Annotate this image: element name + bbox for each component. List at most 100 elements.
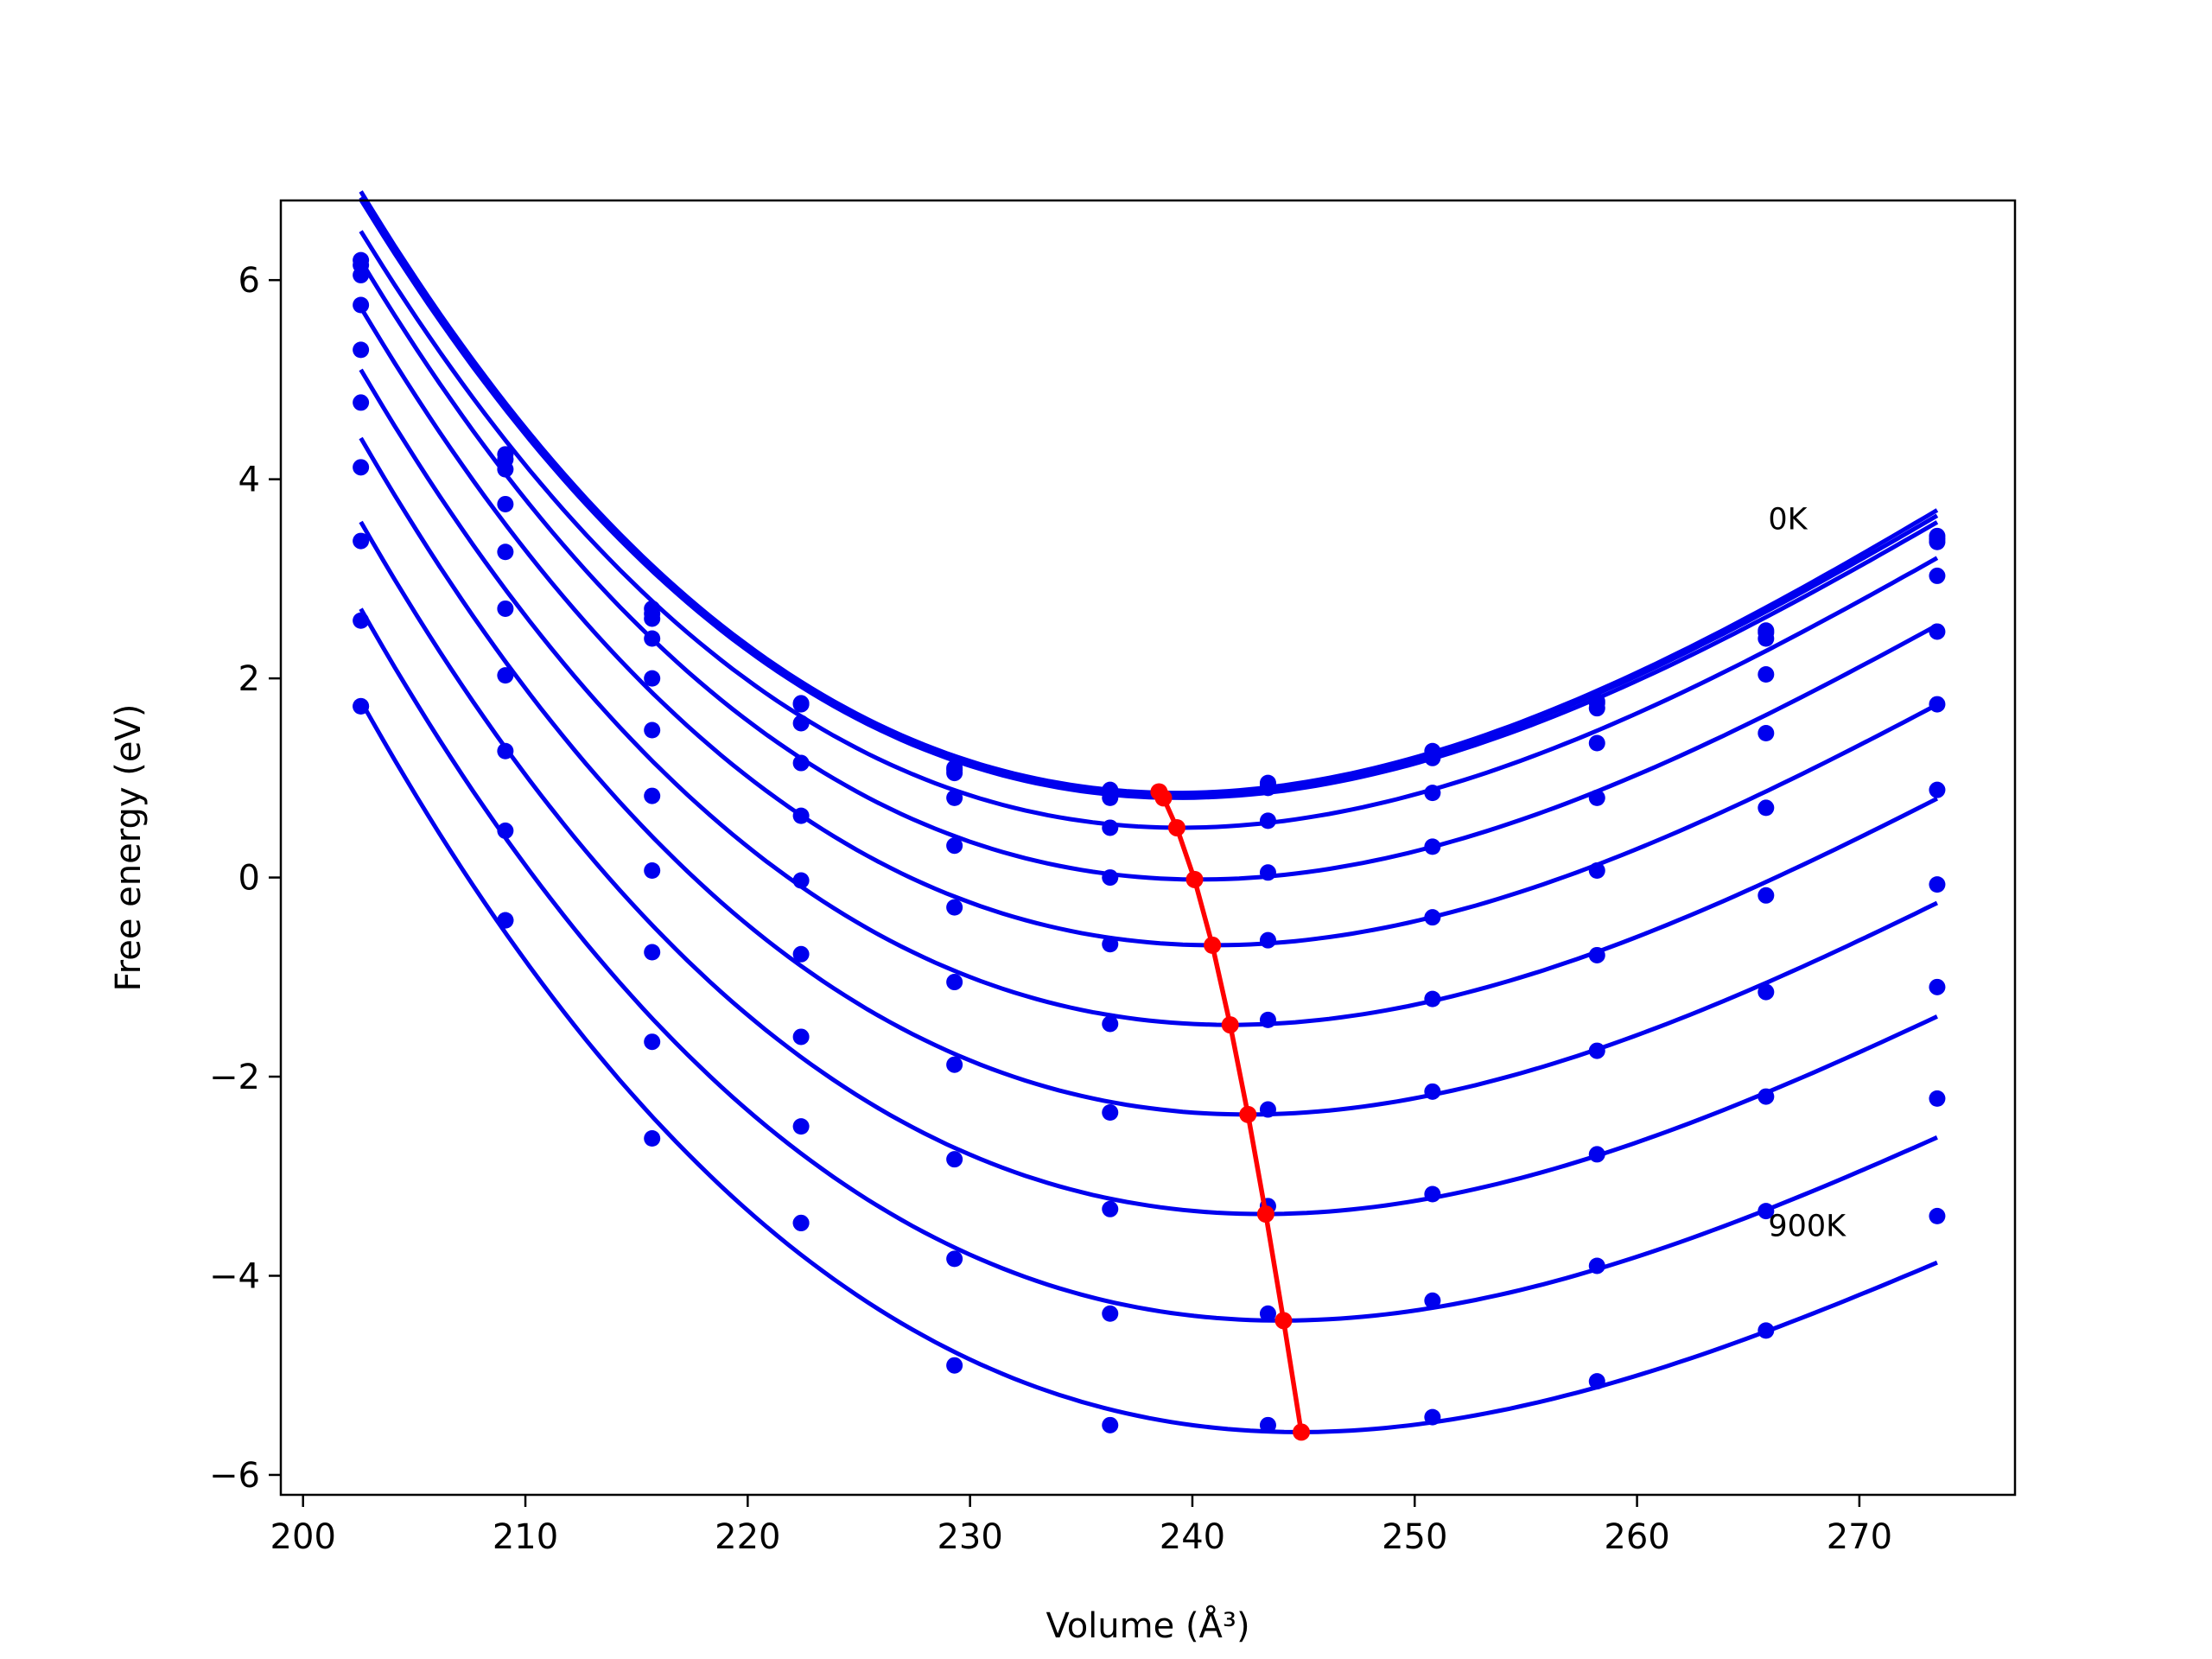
x-tick-label: 220	[715, 1517, 780, 1557]
data-point	[1102, 1416, 1119, 1433]
y-tick-label: 4	[238, 461, 260, 500]
minimum-point	[1204, 936, 1222, 954]
data-point	[1588, 1042, 1605, 1059]
data-point	[1424, 749, 1441, 766]
minima-layer	[1150, 783, 1311, 1441]
data-point	[946, 789, 963, 806]
data-point	[1102, 1305, 1119, 1322]
y-tick-label: −2	[209, 1058, 260, 1097]
data-point	[1102, 819, 1119, 836]
data-point	[1102, 936, 1119, 953]
x-tick-label: 270	[1827, 1517, 1892, 1557]
annotation-label: 900K	[1768, 1209, 1847, 1243]
x-tick-label: 250	[1382, 1517, 1447, 1557]
fit-curve	[359, 306, 1939, 948]
x-tick-label: 240	[1160, 1517, 1225, 1557]
data-point	[1588, 789, 1605, 806]
data-point	[353, 612, 370, 629]
data-point	[1758, 1322, 1775, 1339]
fit-curve	[359, 699, 1938, 1434]
fit-curve	[359, 198, 1939, 800]
data-point	[1102, 789, 1119, 806]
data-point	[1259, 864, 1276, 881]
data-point	[1588, 734, 1605, 752]
data-point	[353, 697, 370, 715]
data-point	[1929, 781, 1946, 798]
data-point	[946, 974, 963, 991]
data-point	[1929, 978, 1946, 995]
data-point	[1758, 983, 1775, 1001]
data-point	[1259, 779, 1276, 797]
data-point	[1424, 785, 1441, 802]
data-point	[1758, 724, 1775, 741]
data-point	[946, 765, 963, 782]
data-point	[1929, 1207, 1946, 1224]
data-point	[497, 543, 514, 561]
fit-curve	[359, 368, 1939, 1027]
minimum-point	[1185, 870, 1204, 888]
fit-curve	[359, 607, 1938, 1323]
data-point	[1424, 1083, 1441, 1100]
data-point	[1929, 533, 1946, 550]
minimum-point	[1293, 1423, 1311, 1441]
data-point	[946, 899, 963, 916]
data-point	[1102, 1104, 1119, 1122]
minimum-point	[1221, 1016, 1239, 1034]
data-point	[353, 394, 370, 411]
data-point	[644, 630, 661, 647]
data-point	[1758, 1088, 1775, 1105]
plot-frame	[279, 199, 2017, 1497]
data-point	[497, 667, 514, 684]
data-point	[792, 1028, 810, 1046]
y-axis-ticks: −6 −4 −2 0 2 4 6	[209, 261, 281, 1496]
y-tick-label: −4	[209, 1256, 260, 1296]
data-point	[353, 532, 370, 550]
y-tick-label: 6	[238, 261, 260, 301]
data-point	[792, 807, 810, 824]
data-point	[353, 341, 370, 359]
data-point	[1929, 876, 1946, 893]
data-point	[1424, 990, 1441, 1007]
minimum-point	[1256, 1205, 1274, 1224]
x-tick-label: 210	[493, 1517, 558, 1557]
data-point	[1259, 812, 1276, 830]
y-tick-label: −6	[209, 1456, 260, 1496]
data-point	[1259, 1416, 1276, 1433]
data-point	[1424, 1292, 1441, 1309]
data-point	[792, 696, 810, 713]
data-point	[497, 912, 514, 929]
data-point	[946, 1151, 963, 1168]
data-point	[644, 944, 661, 961]
data-point	[497, 461, 514, 478]
data-point	[1588, 1146, 1605, 1163]
annotations: 0K 900K	[1768, 502, 1847, 1243]
data-point	[1929, 567, 1946, 584]
minimum-point	[1154, 789, 1173, 807]
data-point	[1259, 1011, 1276, 1028]
data-point	[497, 742, 514, 760]
data-point	[1929, 1090, 1946, 1107]
data-point	[792, 754, 810, 772]
x-tick-label: 260	[1604, 1517, 1669, 1557]
data-point	[644, 670, 661, 687]
minima-line	[1157, 790, 1304, 1433]
data-point	[497, 600, 514, 617]
minimum-point	[1167, 818, 1185, 836]
data-point	[353, 296, 370, 314]
data-point	[1102, 1015, 1119, 1033]
data-point	[1424, 909, 1441, 926]
data-point	[1424, 1185, 1441, 1203]
data-point	[497, 495, 514, 512]
fit-curve	[359, 259, 1939, 882]
data-point	[353, 459, 370, 476]
minimum-point	[1274, 1312, 1293, 1330]
data-point	[1929, 696, 1946, 713]
fit-curve	[359, 520, 1938, 1217]
data-point	[792, 1214, 810, 1231]
curves-layer	[359, 190, 1939, 1434]
minimum-point	[1239, 1105, 1257, 1123]
data-point	[1102, 869, 1119, 887]
data-point	[1424, 838, 1441, 855]
data-point	[946, 1250, 963, 1268]
data-point	[1588, 1257, 1605, 1274]
